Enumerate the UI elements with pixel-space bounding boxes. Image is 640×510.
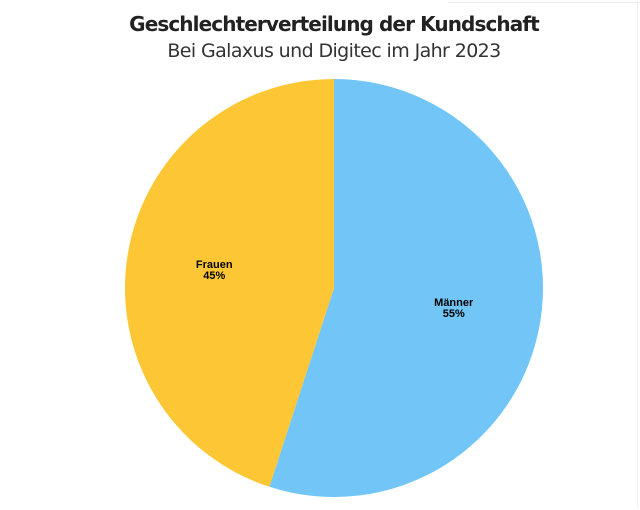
- pie-slices: [125, 79, 543, 497]
- slice-value-maenner: 55%: [443, 308, 465, 320]
- slice-label-maenner: Männer: [434, 297, 474, 309]
- slice-value-frauen: 45%: [203, 270, 225, 282]
- chart-title: Geschlechterverteilung der Kundschaft: [129, 12, 540, 36]
- chart-subtitle: Bei Galaxus und Digitec im Jahr 2023: [167, 40, 501, 62]
- side-rule: [637, 2, 638, 508]
- slice-label-frauen: Frauen: [196, 259, 233, 271]
- pie-slice-maenner: [269, 79, 543, 497]
- pie-slice-frauen: [125, 79, 334, 487]
- top-rule: [448, 2, 640, 3]
